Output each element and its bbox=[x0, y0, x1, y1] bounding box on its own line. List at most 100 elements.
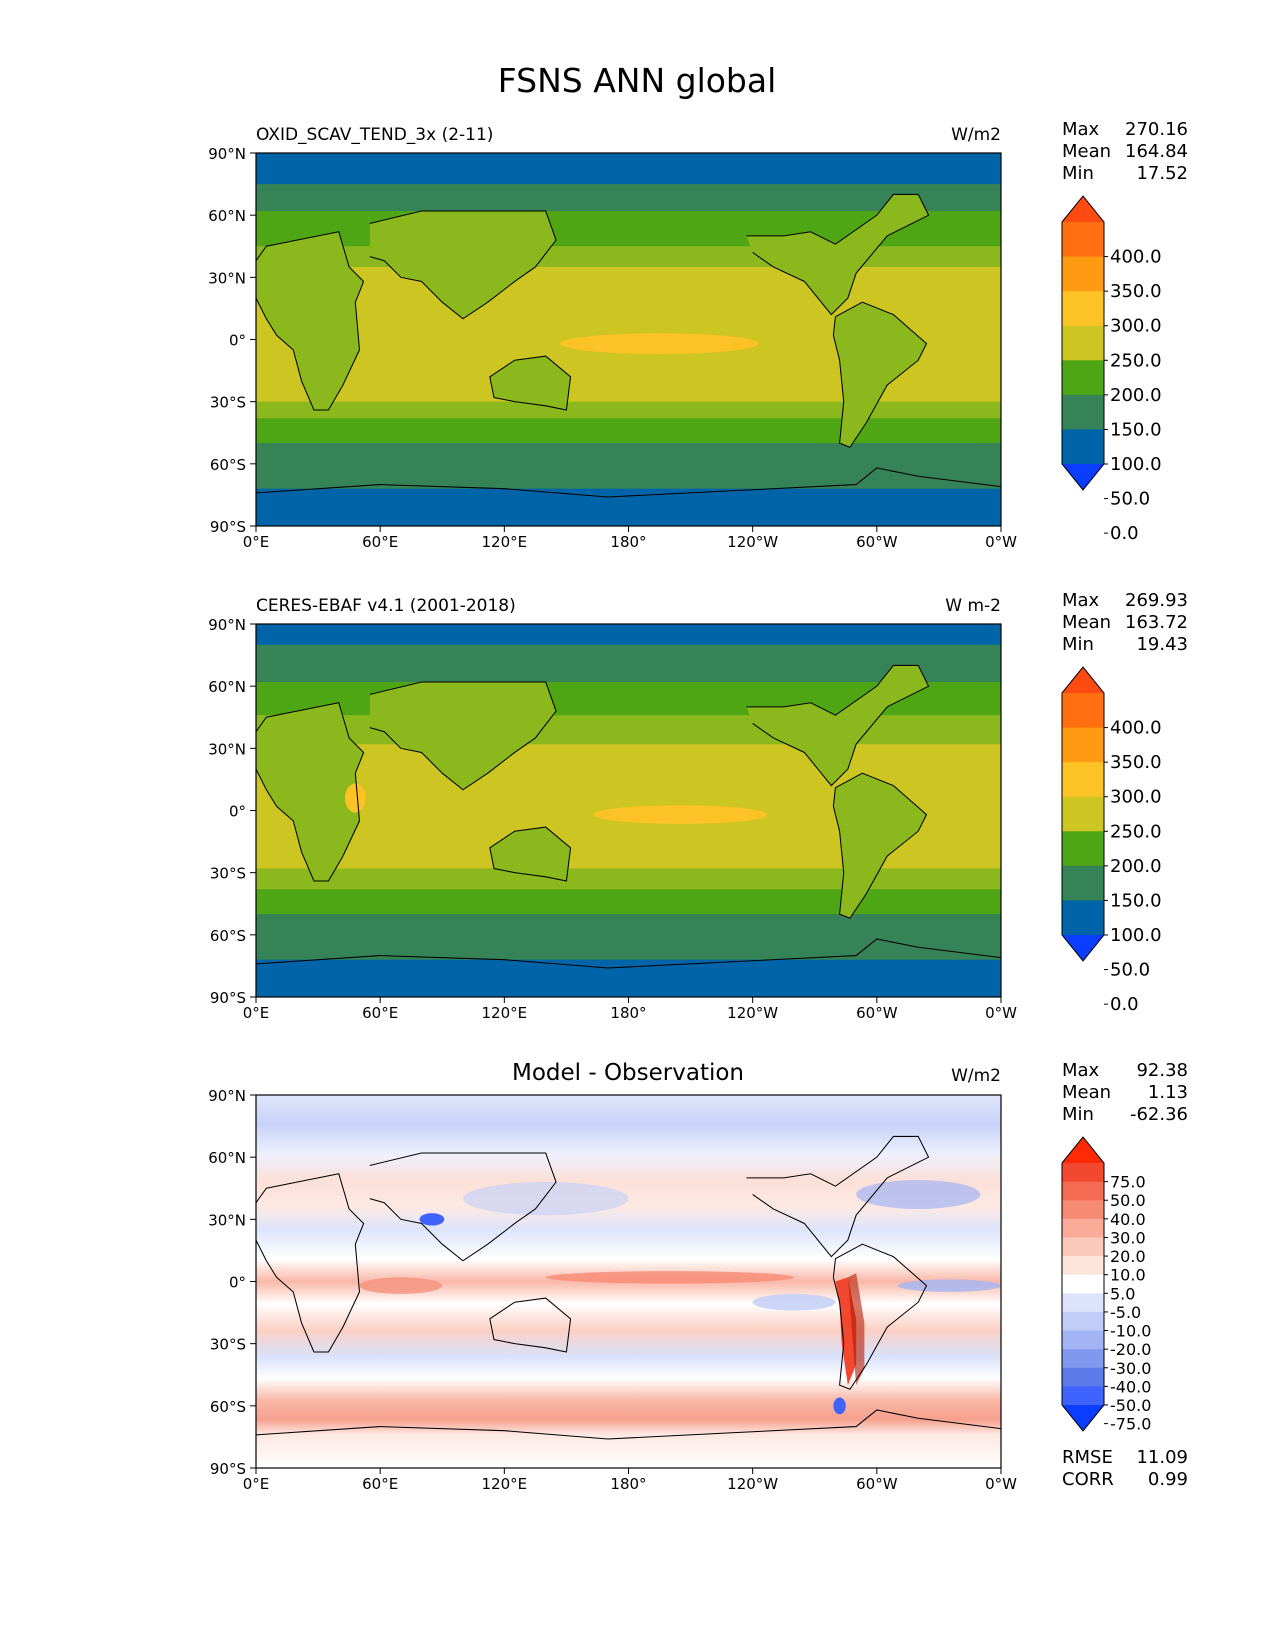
stat-mean-value: 163.72 bbox=[1125, 612, 1188, 633]
colorbar-segment bbox=[1062, 1330, 1104, 1350]
colorbar-segment bbox=[1062, 865, 1104, 902]
lon-axis: 0°E 60°E 120°E 180° 120°W 60°W 0°W bbox=[243, 526, 1017, 551]
colorbar-label: 200.0 bbox=[1110, 385, 1162, 406]
figure-title: FSNS ANN global bbox=[498, 61, 777, 100]
colorbar-label: 250.0 bbox=[1110, 821, 1162, 842]
lat-tick-label: 30°S bbox=[210, 865, 246, 883]
colorbar-label: 50.0 bbox=[1110, 489, 1150, 510]
stat-min-value: 19.43 bbox=[1136, 634, 1188, 655]
lon-tick-label: 0°W bbox=[985, 533, 1017, 551]
lon-tick-label: 60°W bbox=[856, 533, 898, 551]
lat-tick-label: 30°S bbox=[210, 1336, 246, 1354]
stat-corr-label: CORR bbox=[1062, 1469, 1114, 1490]
panel-center-title: Model - Observation bbox=[512, 1060, 744, 1086]
map-model bbox=[256, 153, 1001, 526]
colorbar-segment bbox=[1062, 394, 1104, 431]
lat-tick-label: 60°N bbox=[208, 207, 246, 225]
stat-corr-value: 0.99 bbox=[1148, 1469, 1188, 1490]
colorbar-segment bbox=[1062, 831, 1104, 867]
colorbar-extend-top bbox=[1062, 1137, 1104, 1163]
land-obs bbox=[256, 665, 929, 919]
lon-tick-label: 180° bbox=[610, 1475, 646, 1493]
stat-max-value: 269.93 bbox=[1125, 590, 1188, 611]
stat-min-value: -62.36 bbox=[1130, 1104, 1188, 1125]
colorbar-segment bbox=[1062, 1367, 1104, 1387]
panel-left-title: CERES-EBAF v4.1 (2001-2018) bbox=[256, 596, 516, 616]
stat-max-value: 92.38 bbox=[1136, 1060, 1188, 1081]
lon-tick-label: 0°E bbox=[243, 1004, 270, 1022]
lat-tick-label: 60°S bbox=[210, 1398, 246, 1416]
lon-tick-label: 180° bbox=[610, 1004, 646, 1022]
stat-mean-value: 1.13 bbox=[1148, 1082, 1188, 1103]
lon-tick-label: 60°E bbox=[362, 1475, 398, 1493]
colorbar-label: 5.0 bbox=[1110, 1284, 1135, 1303]
lat-tick-label: 30°N bbox=[208, 269, 246, 287]
lon-tick-label: 120°E bbox=[482, 1004, 528, 1022]
stat-max-label: Max bbox=[1062, 590, 1100, 611]
lon-tick-label: 120°W bbox=[727, 533, 778, 551]
stat-mean-label: Mean bbox=[1062, 1082, 1111, 1103]
colorbar-label: 300.0 bbox=[1110, 316, 1162, 337]
colorbar-segment bbox=[1062, 1181, 1104, 1201]
colorbar-label: 100.0 bbox=[1110, 454, 1162, 475]
map-obs bbox=[256, 624, 1001, 997]
lat-tick-label: 30°N bbox=[208, 740, 246, 758]
panel-left-title: OXID_SCAV_TEND_3x (2-11) bbox=[256, 125, 493, 145]
stat-min-value: 17.52 bbox=[1136, 163, 1188, 184]
lat-tick-label: 60°S bbox=[210, 927, 246, 945]
lat-tick-label: 60°N bbox=[208, 1149, 246, 1167]
colorbar-segment bbox=[1062, 1163, 1104, 1183]
colorbar-label: -10.0 bbox=[1110, 1322, 1151, 1341]
land-model bbox=[256, 194, 929, 448]
colorbar-extend-top bbox=[1062, 667, 1104, 693]
lon-tick-label: 120°E bbox=[482, 533, 528, 551]
lat-tick-label: 60°N bbox=[208, 678, 246, 696]
colorbar-label: 200.0 bbox=[1110, 856, 1162, 877]
colorbar-label: 50.0 bbox=[1110, 960, 1150, 981]
colorbar-label: 400.0 bbox=[1110, 718, 1162, 739]
colorbar-label: -75.0 bbox=[1110, 1415, 1151, 1434]
colorbar-label: -40.0 bbox=[1110, 1377, 1151, 1396]
panel-obs: CERES-EBAF v4.1 (2001-2018) W m-2 bbox=[208, 590, 1188, 1022]
stat-max-label: Max bbox=[1062, 119, 1100, 140]
panel-units: W/m2 bbox=[951, 1066, 1001, 1086]
lon-tick-label: 120°W bbox=[727, 1475, 778, 1493]
warm-pool-model bbox=[560, 333, 759, 355]
colorbar-label: 150.0 bbox=[1110, 890, 1162, 911]
colorbar-label: 350.0 bbox=[1110, 281, 1162, 302]
colorbar-extend-bottom bbox=[1062, 464, 1104, 490]
lon-tick-label: 60°W bbox=[856, 1475, 898, 1493]
colorbar-segment bbox=[1062, 762, 1104, 798]
colorbar-segment bbox=[1062, 1237, 1104, 1257]
lat-tick-label: 30°S bbox=[210, 394, 246, 412]
colorbar-label: 150.0 bbox=[1110, 419, 1162, 440]
lon-tick-label: 60°E bbox=[362, 1004, 398, 1022]
lat-axis: 90°N 60°N 30°N 0° 30°S 60°S 90°S bbox=[208, 145, 256, 536]
colorbar-extend-bottom bbox=[1062, 1405, 1104, 1431]
colorbar-label: 250.0 bbox=[1110, 350, 1162, 371]
lat-tick-label: 60°S bbox=[210, 456, 246, 474]
colorbar-label: 30.0 bbox=[1110, 1228, 1146, 1247]
colorbar-label: 0.0 bbox=[1110, 523, 1139, 544]
lat-tick-label: 90°S bbox=[210, 518, 246, 536]
lat-tick-label: 90°S bbox=[210, 1460, 246, 1478]
panel-diff: Model - Observation W/m2 90°N60° bbox=[208, 1060, 1188, 1493]
lon-tick-label: 120°W bbox=[727, 1004, 778, 1022]
lat-tick-label: 0° bbox=[229, 332, 246, 350]
stats-obs: Max 269.93 Mean 163.72 Min 19.43 bbox=[1062, 590, 1188, 655]
stat-min-label: Min bbox=[1062, 1104, 1094, 1125]
colorbar-segment bbox=[1062, 1256, 1104, 1276]
lon-tick-label: 60°W bbox=[856, 1004, 898, 1022]
colorbar-segment bbox=[1062, 429, 1104, 465]
panel-model: OXID_SCAV_TEND_3x (2-11) W/m2 bbox=[208, 119, 1188, 551]
colorbar-label: -5.0 bbox=[1110, 1303, 1141, 1322]
colorbar-segment bbox=[1062, 1311, 1104, 1332]
colorbar-segment bbox=[1062, 727, 1104, 763]
lon-tick-label: 0°E bbox=[243, 1475, 270, 1493]
colorbar-segment bbox=[1062, 900, 1104, 936]
lat-tick-label: 90°N bbox=[208, 1087, 246, 1105]
colorbar-segment bbox=[1062, 1218, 1104, 1239]
panel-units: W/m2 bbox=[951, 125, 1001, 145]
stat-max-value: 270.16 bbox=[1125, 119, 1188, 140]
